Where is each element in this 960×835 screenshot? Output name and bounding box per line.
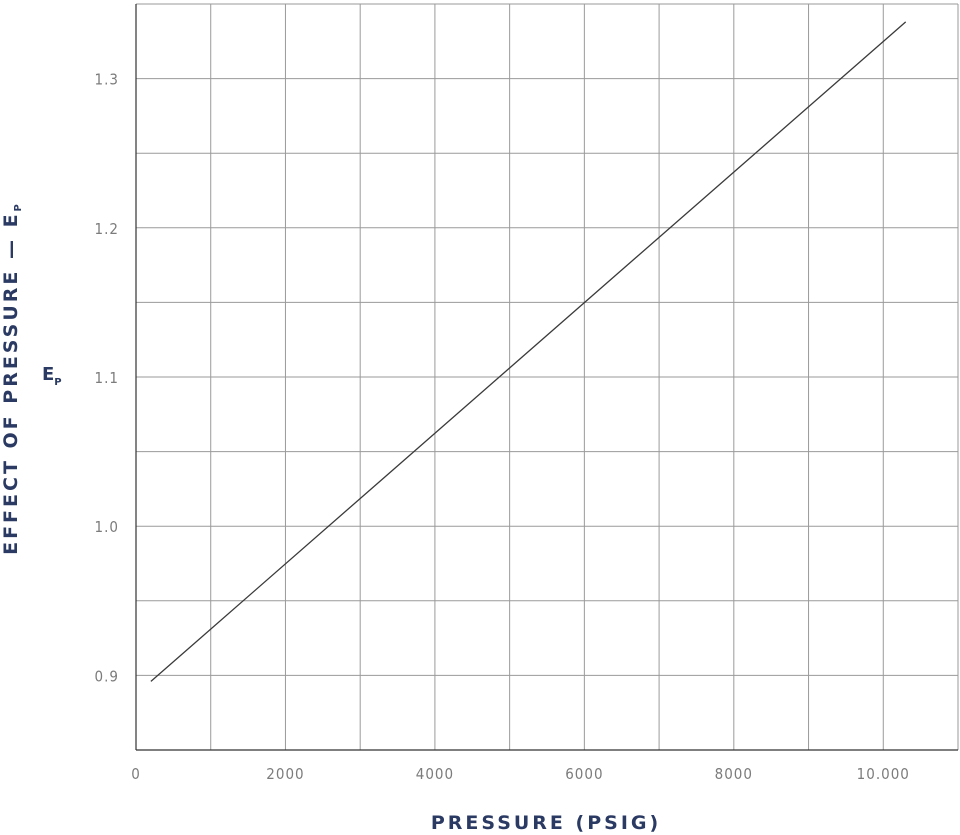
y-tick-label: 1.0 — [95, 518, 119, 536]
y-axis-title-subscript: P — [13, 201, 24, 211]
x-axis-title: PRESSURE (PSIG) — [431, 812, 661, 834]
y-tick-label: 1.3 — [95, 71, 119, 89]
y-tick-label: 1.1 — [95, 369, 119, 387]
x-tick-label: 2000 — [266, 765, 304, 783]
y-axis-title: EFFECT OF PRESSURE — EP — [0, 201, 24, 555]
y-tick-label: 1.2 — [95, 220, 119, 238]
x-tick-label: 10.000 — [857, 765, 910, 783]
series-group — [150, 21, 907, 682]
grid-lines — [136, 4, 958, 750]
x-tick-label: 6000 — [565, 765, 603, 783]
x-tick-label: 8000 — [715, 765, 753, 783]
axes — [135, 3, 959, 751]
x-tick-label: 0 — [131, 765, 141, 783]
x-tick-label: 4000 — [416, 765, 454, 783]
x-tick-labels: 0 2000 4000 6000 8000 10.000 — [131, 765, 910, 783]
inner-ep-main: E — [42, 364, 54, 385]
y-tick-label: 0.9 — [95, 667, 119, 685]
inner-ep-label: EP — [42, 364, 62, 388]
y-tick-labels: 0.9 1.0 1.1 1.2 1.3 — [95, 71, 119, 686]
y-axis-title-main: EFFECT OF PRESSURE — E — [0, 211, 22, 554]
inner-ep-subscript: P — [54, 377, 61, 388]
series-line-1 — [150, 21, 907, 682]
